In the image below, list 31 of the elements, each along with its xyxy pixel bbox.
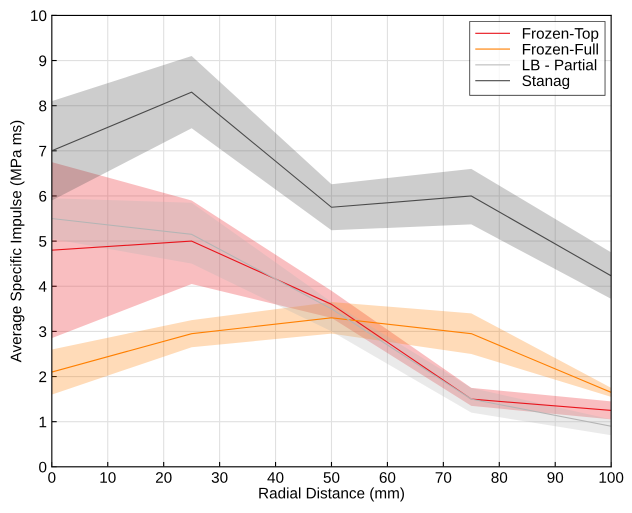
line-series — [52, 92, 612, 276]
x-tick-label: 30 — [212, 472, 228, 483]
line-series — [52, 240, 612, 411]
y-tick-label: 4 — [38, 281, 47, 292]
y-tick-label: 2 — [39, 371, 46, 382]
x-tick-label: 60 — [380, 472, 396, 483]
legend-label: Stanag — [522, 75, 570, 90]
x-tick-label: 50 — [324, 472, 340, 483]
y-tick-label: 3 — [39, 326, 46, 338]
x-tick-label: 20 — [156, 472, 172, 483]
x-tick-label: 70 — [436, 472, 452, 483]
y-tick-label: 0 — [39, 462, 46, 473]
y-tick-label: 5 — [39, 236, 46, 247]
legend-label: LB - Partial — [522, 59, 596, 70]
legend-label: Frozen-Full — [522, 43, 598, 55]
x-tick-label: 40 — [267, 472, 284, 483]
y-tick-label: 1 — [40, 416, 46, 428]
x-tick-label: 80 — [491, 472, 508, 483]
y-tick-label: 7 — [39, 146, 46, 156]
x-tick-label: 90 — [547, 472, 564, 483]
y-axis-title: Average Specific Impulse (MPa ms) — [10, 120, 24, 362]
legend-label: Frozen-Top — [522, 28, 598, 42]
y-tick-label: 9 — [39, 55, 46, 66]
line-series — [52, 317, 612, 393]
x-axis-title: Radial Distance (mm) — [259, 487, 404, 502]
x-tick-label: 100 — [600, 472, 624, 483]
y-tick-label: 8 — [39, 100, 46, 112]
y-tick-label: 6 — [39, 190, 46, 202]
x-tick-label: 0 — [48, 472, 56, 483]
y-tick-label: 10 — [31, 10, 46, 22]
x-tick-label: 10 — [100, 472, 116, 483]
